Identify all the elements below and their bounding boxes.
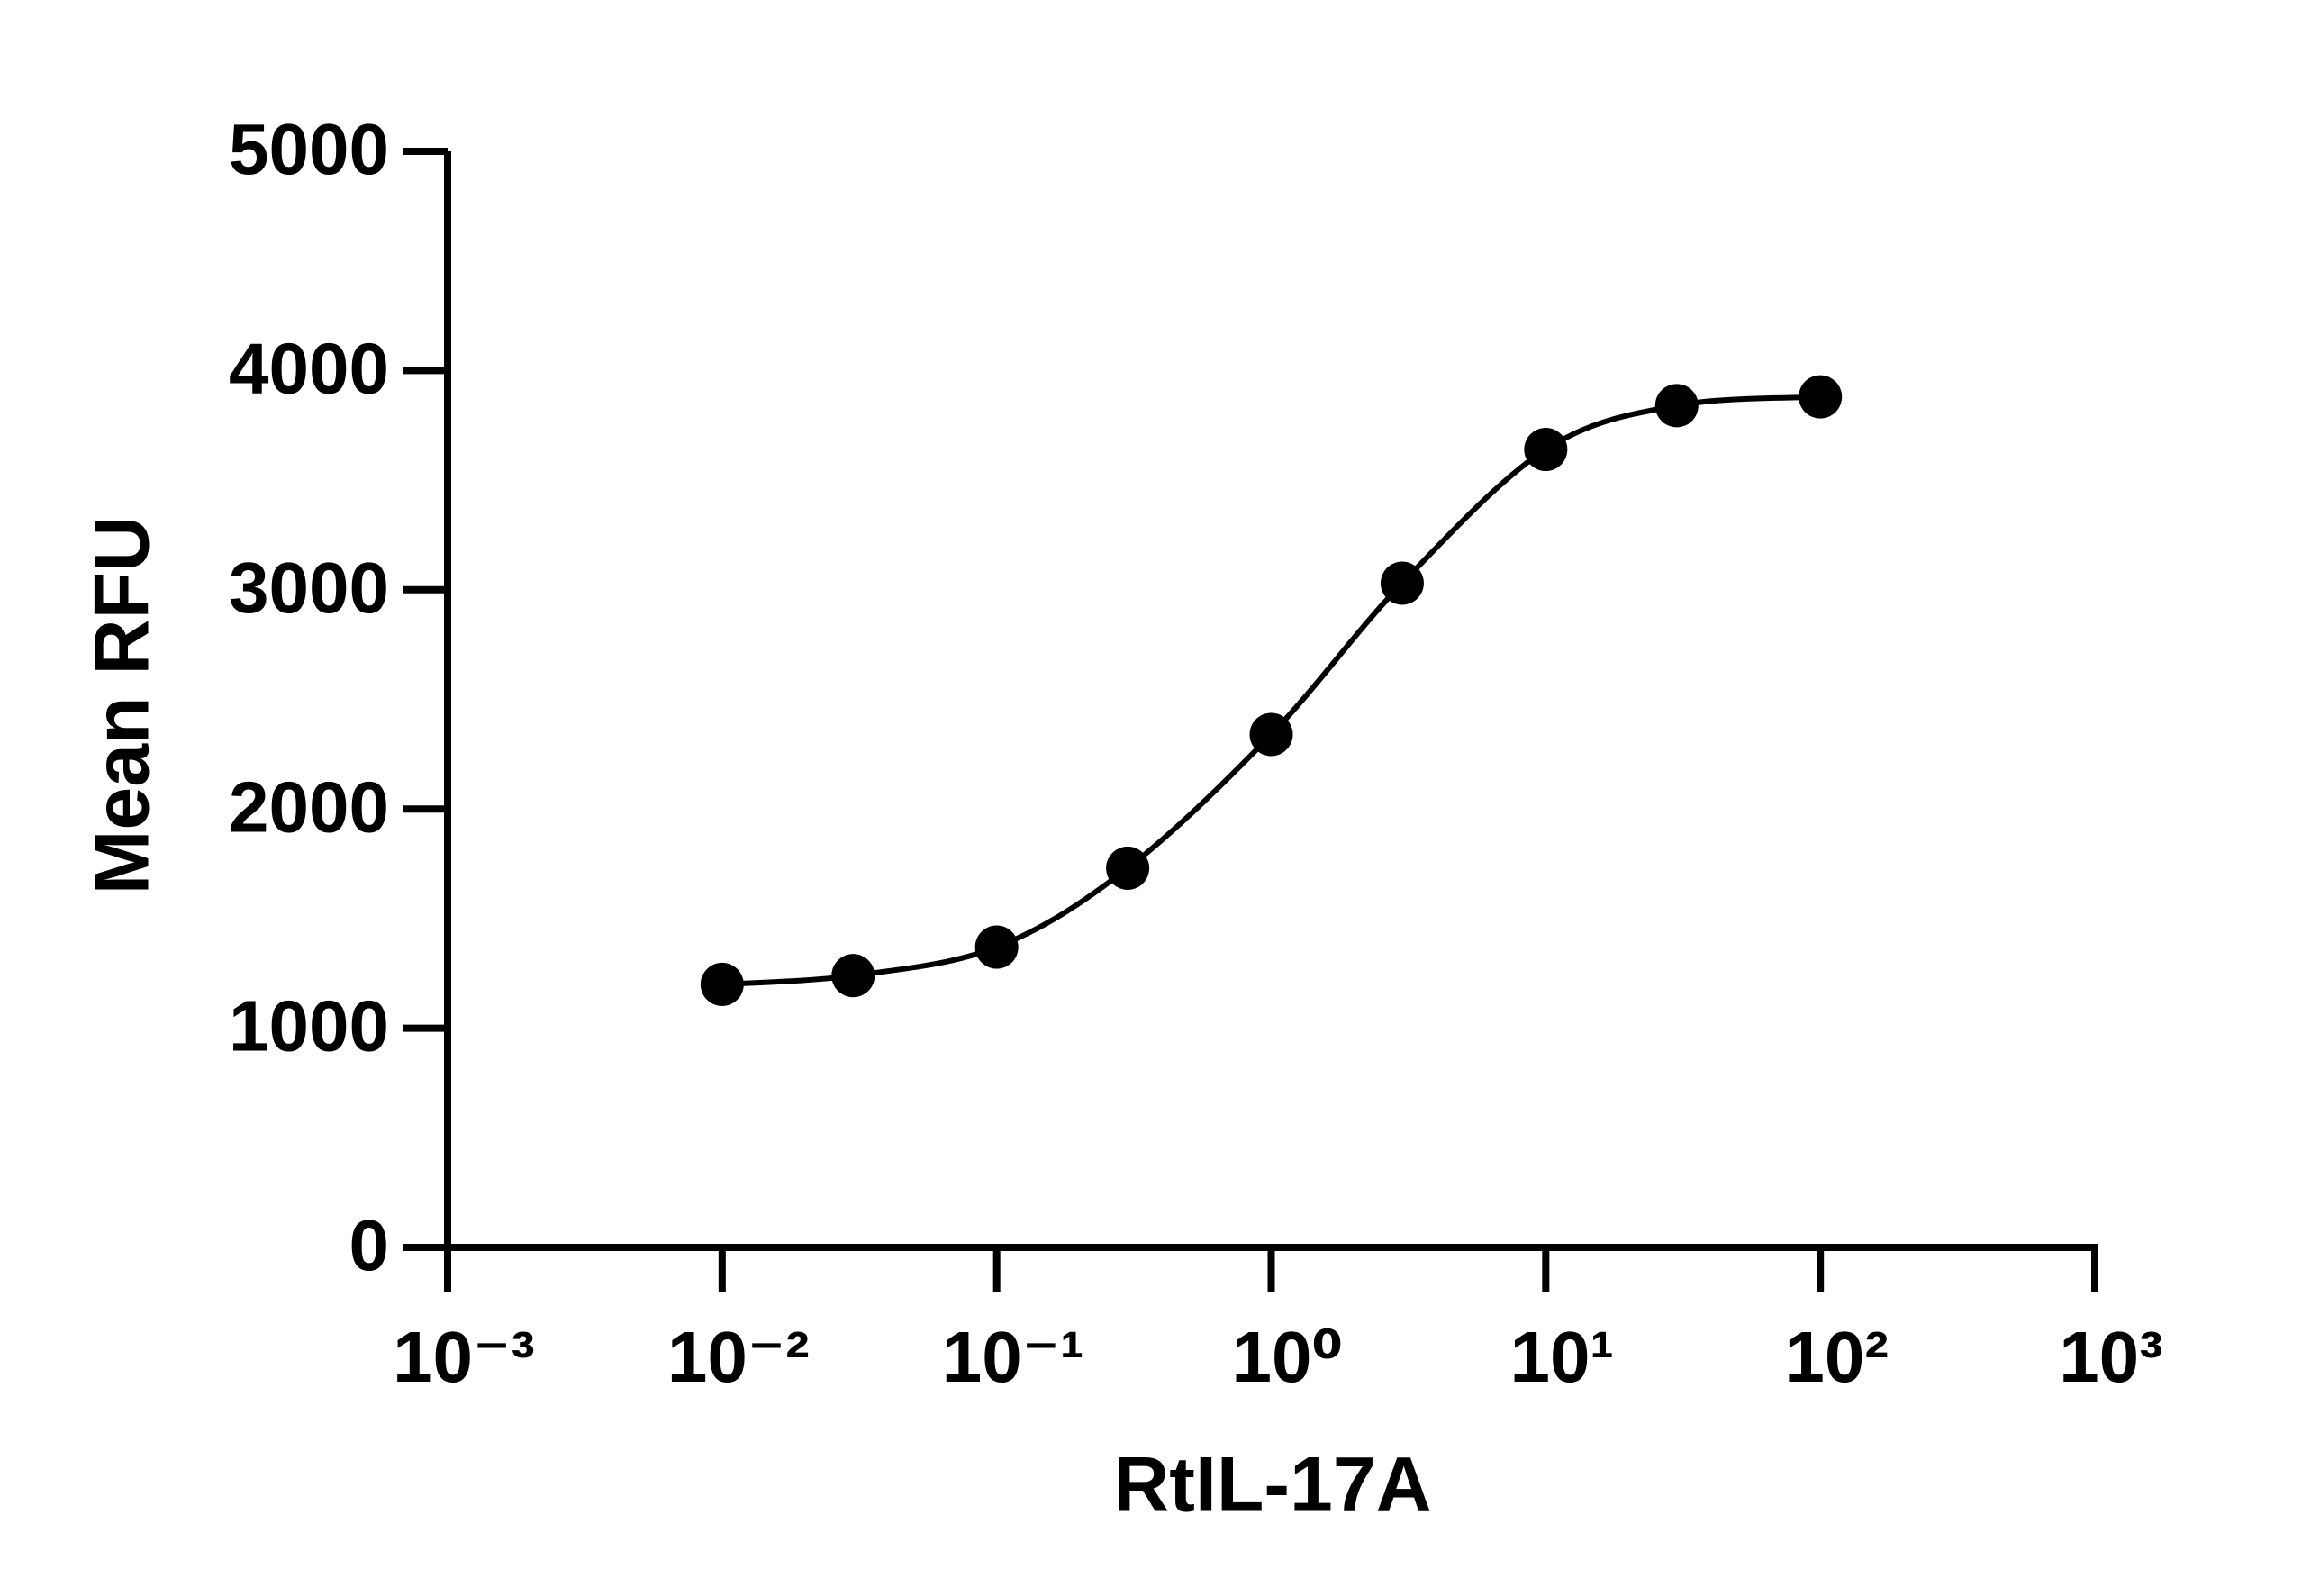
y-tick-label: 0 [349,1205,390,1285]
x-tick-label: 10⁻² [667,1317,810,1397]
y-tick-label: 2000 [229,766,389,847]
y-axis-title: Mean RFU [79,516,166,894]
x-tick-label: 10¹ [1510,1317,1615,1397]
y-tick-label: 1000 [229,986,389,1066]
data-point [700,962,744,1006]
x-tick-label: 10² [1784,1317,1889,1397]
x-axis-title: RtIL-17A [1113,1442,1432,1528]
data-point [1799,375,1843,419]
data-point [1106,846,1150,890]
data-point [831,954,875,998]
data-point [1524,428,1568,472]
x-tick-label: 10⁻³ [393,1317,535,1397]
data-point [1654,384,1699,428]
data-point [974,925,1019,969]
data-point [1249,712,1293,757]
x-tick-label: 10³ [2059,1317,2163,1397]
y-tick-label: 3000 [229,548,389,628]
fit-curve [721,394,1821,987]
x-tick-label: 10⁻¹ [942,1317,1084,1397]
y-tick-label: 5000 [229,109,389,189]
y-tick-label: 4000 [229,329,389,409]
x-tick-label: 10⁰ [1231,1317,1343,1397]
data-point [1380,561,1424,605]
